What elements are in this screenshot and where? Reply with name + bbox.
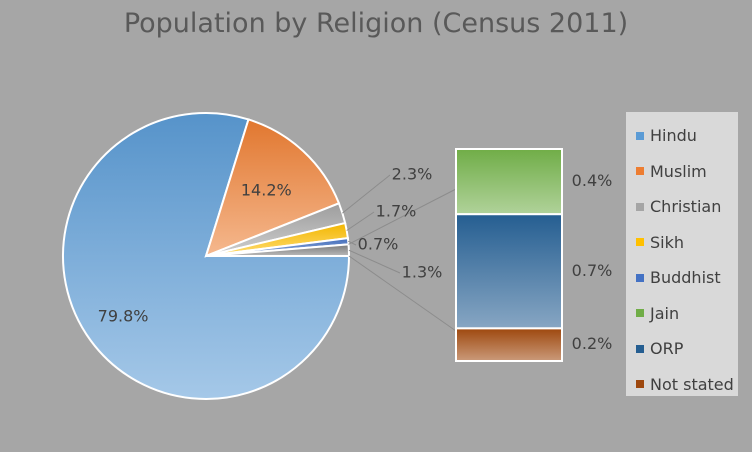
pie-label-hindu: 79.8%: [98, 307, 149, 326]
bar-segment-orp: [455, 213, 563, 330]
legend-item-hindu: Hindu: [636, 118, 738, 154]
legend-label-not-stated: Not stated: [650, 374, 734, 394]
pie-label-sikh: 1.7%: [376, 202, 417, 221]
chart-legend: Hindu Muslim Christian Sikh Buddhist Jain ORP N…: [626, 112, 738, 396]
legend-label-jain: Jain: [650, 303, 680, 323]
legend-item-christian: Christian: [636, 189, 738, 225]
legend-item-orp: ORP: [636, 331, 738, 367]
leader-line-buddhist: [347, 240, 357, 246]
pie-label-buddhist: 0.7%: [358, 235, 399, 254]
leader-line-sikh: [346, 211, 375, 231]
legend-item-jain: Jain: [636, 296, 738, 332]
bar-of-pie-stack: [455, 148, 563, 363]
data-labels: 79.8%14.2%2.3%1.7%0.7%1.3%0.4%0.7%0.2%: [98, 165, 613, 354]
bar-segment-jain: [455, 148, 563, 216]
bar-label-jain: 0.4%: [572, 171, 613, 190]
legend-swatch-sikh: [636, 238, 644, 247]
leader-line-other-jain-orp-not-stated: [348, 249, 401, 274]
legend-swatch-hindu: [636, 131, 644, 140]
legend-label-hindu: Hindu: [650, 126, 697, 146]
leader-line-christian: [342, 174, 391, 214]
legend-label-orp: ORP: [650, 339, 684, 359]
legend-item-sikh: Sikh: [636, 225, 738, 261]
legend-label-buddhist: Buddhist: [650, 268, 721, 288]
legend-swatch-orp: [636, 344, 644, 353]
legend-swatch-jain: [636, 309, 644, 318]
bar-segment-not-stated: [455, 327, 563, 363]
pie-slice-muslim: [204, 118, 341, 258]
connector-lines: [342, 174, 457, 332]
legend-label-christian: Christian: [650, 197, 722, 217]
legend-item-muslim: Muslim: [636, 154, 738, 190]
legend-swatch-muslim: [636, 167, 644, 176]
pie-label-christian: 2.3%: [392, 165, 433, 184]
legend-swatch-not-stated: [636, 380, 644, 389]
bar-label-not-stated: 0.2%: [572, 334, 613, 353]
pie-chart: [62, 112, 351, 400]
legend-label-muslim: Muslim: [650, 161, 707, 181]
pie-label-other-jain-orp-not-stated: 1.3%: [402, 263, 443, 282]
chart-title: Population by Religion (Census 2011): [123, 8, 629, 39]
legend-swatch-buddhist: [636, 273, 644, 282]
legend-label-sikh: Sikh: [650, 232, 685, 252]
pie-label-muslim: 14.2%: [241, 181, 292, 200]
series-line-bottom: [348, 255, 457, 332]
legend-swatch-christian: [636, 202, 644, 211]
legend-item-buddhist: Buddhist: [636, 260, 738, 296]
series-line-top: [348, 188, 457, 245]
bar-label-orp: 0.7%: [572, 261, 613, 280]
legend-item-not-stated: Not stated: [636, 367, 738, 403]
